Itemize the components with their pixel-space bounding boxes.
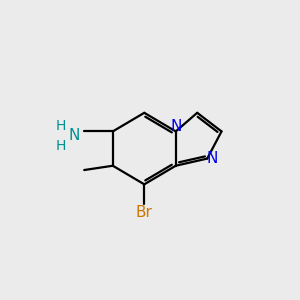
Text: Br: Br — [136, 206, 153, 220]
Text: N: N — [207, 151, 218, 166]
Text: N: N — [170, 119, 182, 134]
Text: H: H — [56, 139, 66, 153]
Text: H: H — [56, 119, 66, 133]
Text: N: N — [68, 128, 80, 143]
